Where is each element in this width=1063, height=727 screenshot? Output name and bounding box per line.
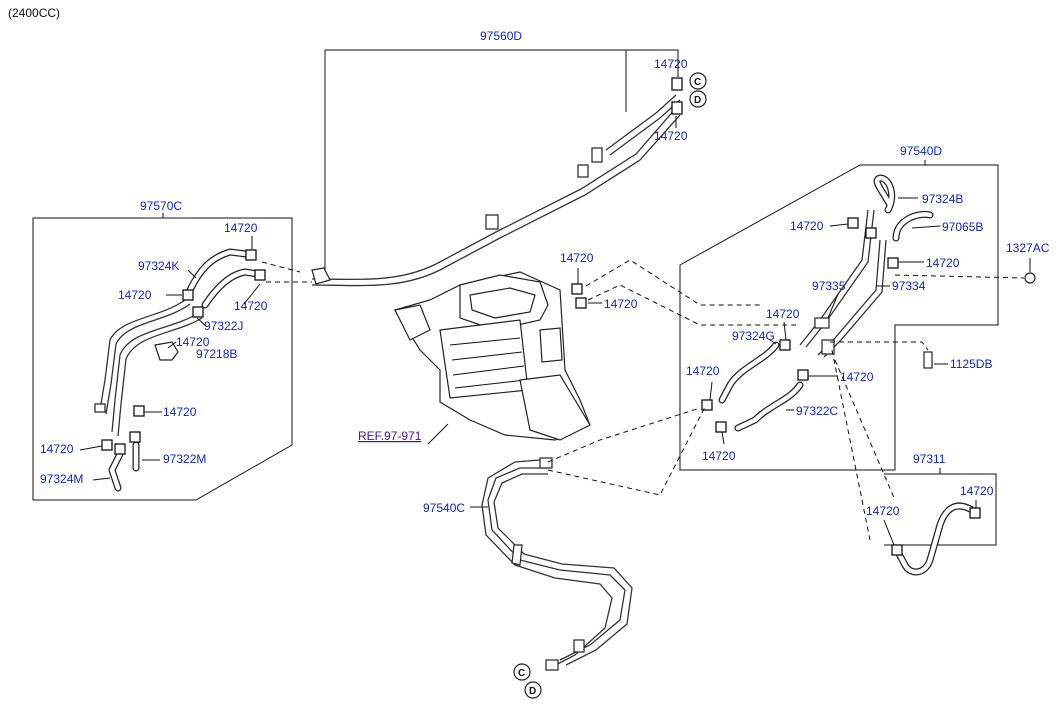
clamp-s2 [891,544,903,556]
clamp-top-c [671,77,683,91]
label-14720-r1: 14720 [790,219,824,233]
label-97322C: 97322C [796,404,838,418]
pipe-97560D [311,94,681,287]
label-14720-top2: 14720 [654,129,688,143]
label-14720-r4: 14720 [686,364,720,378]
leader-97560D [324,49,679,270]
valve-97065B [892,210,934,242]
label-14720-l5: 14720 [163,405,197,419]
label-14720-r5: 14720 [840,370,874,384]
clamp-r7 [715,421,727,433]
hose-97324G [718,341,780,404]
hose-97311 [894,502,976,576]
pipe-97570C [94,299,203,437]
box-97570C [32,217,293,501]
label-97322J: 97322J [204,319,243,333]
clamp-r5 [701,399,713,411]
hose-97322J [201,268,262,309]
label-14720-l1: 14720 [224,221,258,235]
bolt-1327AC [1024,272,1036,284]
label-97334: 97334 [892,279,926,293]
clamp-r1 [847,217,859,229]
label-97065B: 97065B [942,220,983,234]
label-97324G: 97324G [732,329,775,343]
label-97560D: 97560D [480,29,522,43]
clamp-top-d [671,101,683,115]
label-14720-top1: 14720 [654,57,688,71]
connector-c-top [689,72,707,90]
hose-97322C [734,381,804,432]
label-1327AC: 1327AC [1006,241,1050,255]
connector-c-bottom [513,663,531,681]
clamp-r4 [779,339,791,351]
label-14720-r3: 14720 [766,307,800,321]
clamp-c1 [571,283,583,295]
clamp-r6 [797,369,809,381]
label-1125DB: 1125DB [950,357,992,371]
label-97540D: 97540D [900,144,942,158]
clamp-l3 [254,269,266,281]
label-14720-c2: 14720 [604,297,638,311]
clamp-l5 [133,405,145,417]
connector-c-bottom-label: C [518,668,525,679]
connector-d-top [689,90,707,108]
label-97218B: 97218B [196,347,237,361]
clamp-l2 [182,289,194,301]
label-97324M: 97324M [40,472,83,486]
hose-97324K [186,248,250,294]
label-14720-c1: 14720 [560,251,594,265]
connector-d-top-label: D [694,95,701,106]
clamp-l8 [114,443,126,455]
label-14720-r2: 14720 [926,256,960,270]
label-97335: 97335 [812,279,846,293]
label-14720-l4: 14720 [176,335,210,349]
clamp-r3 [887,257,899,269]
bolt-1125DB [923,351,933,369]
label-14720-s1: 14720 [960,484,994,498]
connector-d-bottom [524,681,542,699]
pipe-97540C [481,457,633,671]
clamp-s1 [969,507,981,519]
label-97322M: 97322M [163,452,206,466]
label-97570C: 97570C [140,199,182,213]
label-97540C: 97540C [423,501,465,515]
clamp-r2 [865,227,877,239]
connector-c-top-label: C [694,77,701,88]
box-97540D [679,164,999,471]
label-14720-l3: 14720 [234,299,268,313]
clamp-l4 [192,306,204,318]
bracket-97218B [154,341,179,361]
label-97324B: 97324B [922,192,963,206]
label-14720-r6: 14720 [702,449,736,463]
label-97311: 97311 [913,452,946,466]
heater-unit [394,271,591,441]
connector-d-bottom-label: D [529,686,536,697]
label-14720-s2: 14720 [866,504,900,518]
clamp-l6 [101,439,113,451]
label-97324K: 97324K [138,259,179,273]
clamp-l1 [245,249,257,261]
ref-label[interactable]: REF.97-971 [358,429,422,443]
hose-97324M [108,450,124,492]
hose-97324B [873,174,896,214]
label-14720-l2: 14720 [118,288,152,302]
engine-label: (2400CC) [8,6,60,20]
clamp-c2 [575,297,587,309]
label-14720-l6: 14720 [40,442,74,456]
clamp-l7 [129,431,141,443]
